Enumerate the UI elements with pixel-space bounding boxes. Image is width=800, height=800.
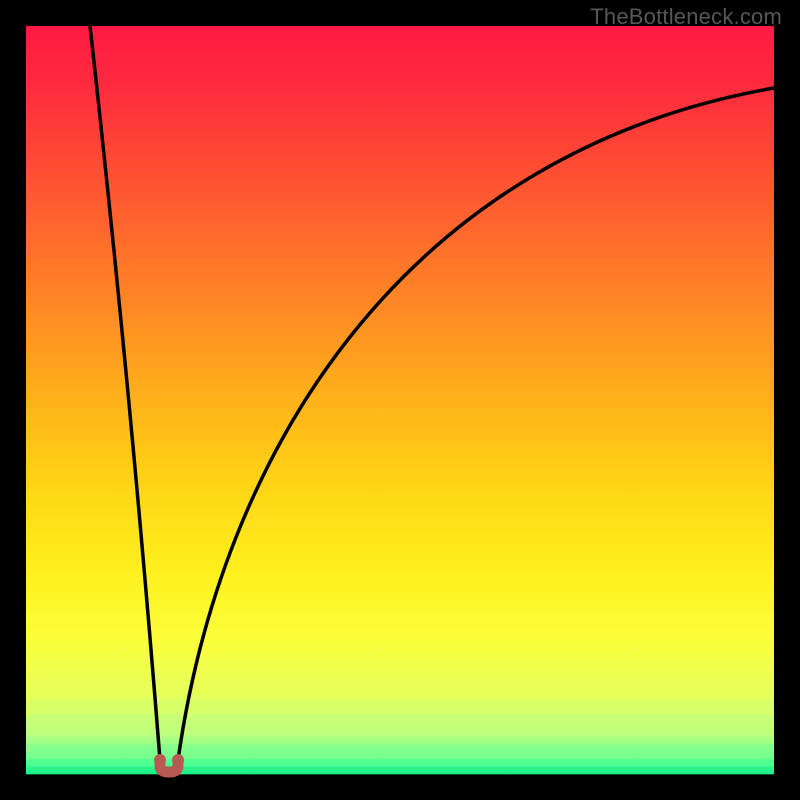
- gradient-band: [26, 737, 774, 745]
- gradient-band: [26, 707, 774, 715]
- gradient-band: [26, 684, 774, 692]
- gradient-band: [26, 744, 774, 752]
- gradient-band: [26, 767, 774, 775]
- bottleneck-chart: [0, 0, 800, 800]
- watermark-text: TheBottleneck.com: [590, 4, 782, 30]
- trough-cap-left: [154, 754, 166, 766]
- gradient-background: [26, 26, 774, 774]
- gradient-band: [26, 692, 774, 700]
- chart-frame: TheBottleneck.com: [0, 0, 800, 800]
- gradient-band: [26, 722, 774, 730]
- gradient-band: [26, 699, 774, 707]
- gradient-band: [26, 714, 774, 722]
- gradient-band: [26, 752, 774, 760]
- gradient-band: [26, 729, 774, 737]
- gradient-band: [26, 759, 774, 767]
- trough-cap-right: [172, 754, 184, 766]
